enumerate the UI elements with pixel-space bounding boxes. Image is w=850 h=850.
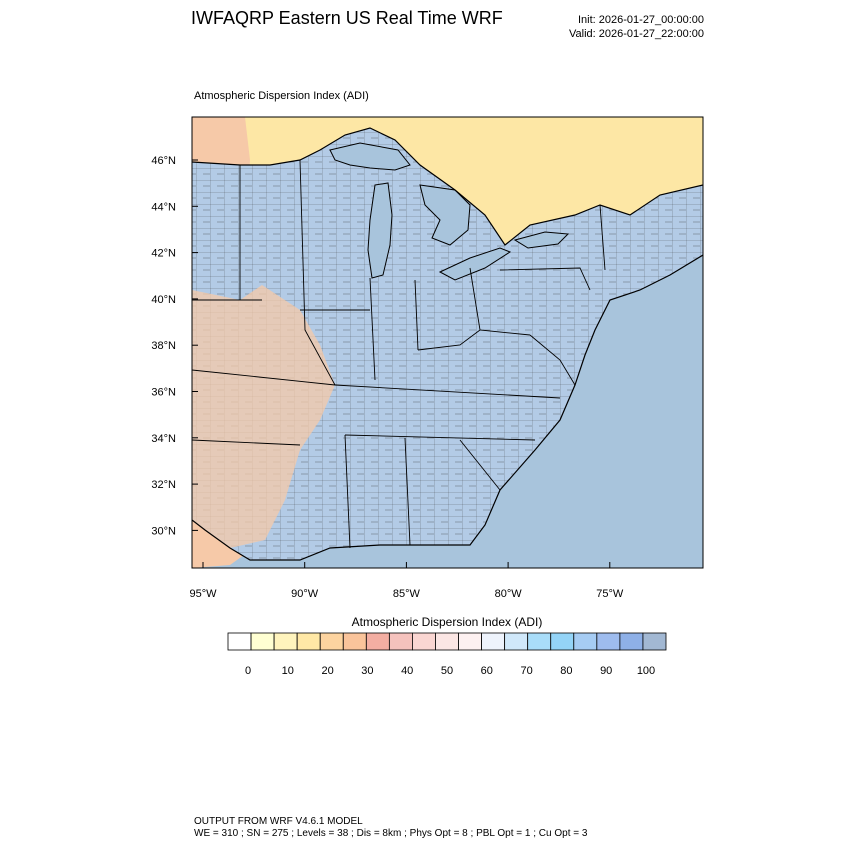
latitude-axis: 46°N 44°N 42°N 40°N 38°N 36°N 34°N 32°N 30°N — [151, 155, 198, 537]
state-borders — [192, 159, 606, 549]
colorbar-tick-label: 100 — [637, 665, 655, 677]
lat-label: 42°N — [151, 248, 176, 260]
map-content — [192, 117, 703, 568]
colorbar-tick-label: 90 — [600, 665, 612, 677]
lat-label: 34°N — [151, 433, 176, 445]
lat-label: 36°N — [151, 387, 176, 399]
weather-map: 46°N 44°N 42°N 40°N 38°N 36°N 34°N 32°N 30°N 95°… — [151, 116, 704, 600]
lat-label: 32°N — [151, 479, 176, 491]
colorbar-swatch — [573, 632, 598, 651]
warm-region-overlay — [192, 285, 335, 548]
colorbar-swatch — [642, 632, 667, 651]
lat-label: 38°N — [151, 340, 176, 352]
colorbar-swatch — [296, 632, 321, 651]
lat-label: 30°N — [151, 525, 176, 537]
colorbar-swatch — [273, 632, 298, 651]
colorbar-tick-label: 70 — [520, 665, 532, 677]
colorbar-swatch — [227, 632, 252, 651]
colorbar-swatch — [550, 632, 575, 651]
lake-superior — [329, 142, 411, 171]
lon-label: 95°W — [189, 588, 217, 600]
colorbar-swatch — [342, 632, 367, 651]
colorbar-swatch — [481, 632, 506, 651]
footer-line-model: OUTPUT FROM WRF V4.6.1 MODEL — [194, 816, 363, 827]
canada-land — [192, 117, 703, 245]
lon-label: 80°W — [495, 588, 523, 600]
init-time: Init: 2026-01-27_00:00:00 — [578, 14, 704, 26]
colorbar-swatch — [319, 632, 344, 651]
colorbar-swatch — [504, 632, 529, 651]
colorbar-labels: 0 10 20 30 40 50 60 70 80 90 100 — [245, 665, 655, 677]
colorbar-swatch — [527, 632, 552, 651]
page-title: IWFAQRP Eastern US Real Time WRF — [191, 8, 503, 28]
colorbar-tick-label: 20 — [321, 665, 333, 677]
colorbar-swatch — [365, 632, 390, 651]
colorbar-tick-label: 10 — [282, 665, 294, 677]
colorbar-swatch — [388, 632, 413, 651]
valid-time: Valid: 2026-01-27_22:00:00 — [569, 28, 704, 40]
colorbar-tick-label: 40 — [401, 665, 413, 677]
coastline — [192, 254, 703, 561]
map-frame — [191, 116, 704, 569]
colorbar-swatch — [458, 632, 482, 651]
colorbar-tick-label: 50 — [441, 665, 453, 677]
lake-michigan — [367, 182, 393, 279]
colorbar: 0 10 20 30 40 50 60 70 80 90 100 — [227, 632, 667, 677]
colorbar-tick-label: 60 — [481, 665, 493, 677]
county-grid — [192, 128, 703, 560]
colorbar-swatch — [619, 632, 644, 651]
model-footer: OUTPUT FROM WRF V4.6.1 MODEL WE = 310 ; … — [194, 816, 587, 840]
colorbar-swatches — [227, 632, 667, 651]
colorbar-swatch — [435, 632, 459, 651]
colorbar-title: Atmospheric Dispersion Index (ADI) — [351, 615, 543, 629]
lon-label: 90°W — [291, 588, 319, 600]
map-field-title: Atmospheric Dispersion Index (ADI) — [194, 90, 369, 102]
lake-erie — [438, 247, 512, 281]
colorbar-swatch — [412, 632, 436, 651]
colorbar-tick-label: 0 — [245, 665, 251, 677]
lake-ontario — [513, 231, 570, 249]
lon-label: 85°W — [393, 588, 421, 600]
colorbar-tick-label: 80 — [560, 665, 572, 677]
lat-label: 46°N — [151, 155, 176, 167]
lake-huron — [419, 184, 471, 246]
lon-label: 75°W — [596, 588, 624, 600]
lat-label: 40°N — [151, 294, 176, 306]
lat-label: 44°N — [151, 201, 176, 213]
footer-line-params: WE = 310 ; SN = 275 ; Levels = 38 ; Dis … — [194, 828, 588, 839]
longitude-axis: 95°W 90°W 85°W 80°W 75°W — [189, 562, 624, 600]
colorbar-swatch — [250, 632, 275, 651]
canada-border — [192, 127, 703, 246]
colorbar-swatch — [596, 632, 621, 651]
colorbar-tick-label: 30 — [361, 665, 373, 677]
